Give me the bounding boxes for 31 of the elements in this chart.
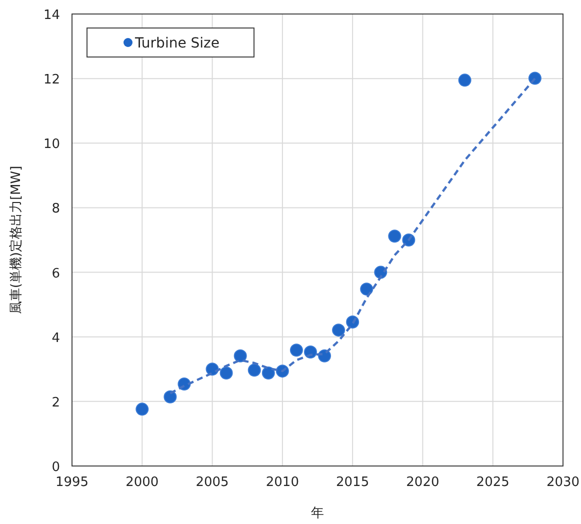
x-tick-label: 2020: [406, 475, 440, 490]
y-tick-label: 14: [43, 8, 60, 23]
x-tick-label: 1995: [55, 475, 89, 490]
point: [164, 390, 177, 404]
y-tick-label: 0: [52, 460, 60, 475]
point: [136, 402, 149, 416]
point: [234, 349, 247, 362]
point: [388, 230, 402, 243]
y-axis-title: 風車(単機)定格出力[MW]: [9, 166, 24, 314]
y-tick-label: 6: [52, 266, 60, 282]
y-tick-label: 10: [43, 137, 60, 152]
x-axis-title: 年: [311, 506, 324, 521]
x-tick-label: 2025: [476, 475, 510, 490]
x-tick-label: 2010: [266, 475, 299, 490]
point: [248, 364, 261, 377]
x-tick-label: 2015: [336, 475, 370, 490]
y-tick-label: 4: [52, 330, 60, 346]
point: [332, 324, 346, 337]
x-tick-label: 2000: [126, 475, 159, 490]
legend: Turbine Size: [86, 28, 254, 58]
legend-label: Turbine Size: [134, 36, 220, 52]
y-tick-label: 12: [43, 72, 60, 88]
point: [458, 74, 472, 87]
x-tick-label: 2030: [546, 475, 580, 490]
y-tick-label: 8: [52, 202, 60, 217]
point: [220, 366, 233, 380]
y-tick-label: 2: [52, 395, 60, 410]
x-tick-label: 2005: [196, 475, 229, 490]
point: [262, 366, 275, 380]
point: [360, 282, 374, 296]
point: [290, 344, 303, 357]
